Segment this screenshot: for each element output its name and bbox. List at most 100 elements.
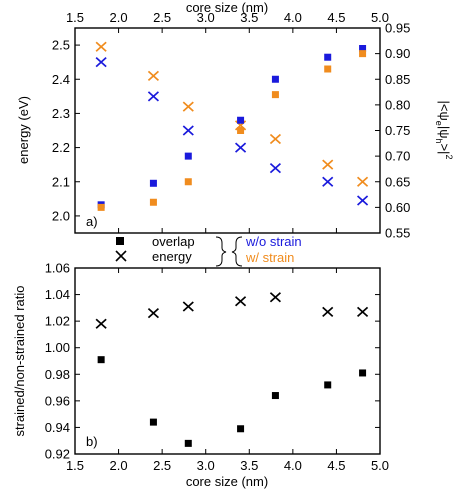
a-series-0-point-4 — [269, 162, 281, 174]
a-ytick-left-label-3: 2.3 — [52, 106, 70, 121]
a-series-2-point-5 — [324, 53, 332, 61]
ylabel-right-open: |<ψ — [437, 101, 452, 121]
a-ytick-left-label-1: 2.1 — [52, 174, 70, 189]
b-series-0-point-6 — [357, 306, 369, 317]
panel-b-letter: b) — [86, 434, 98, 449]
a-series-2-point-1 — [149, 179, 157, 187]
a-ytick-right-label-1: 0.60 — [385, 200, 410, 215]
b-series-1-point-6 — [359, 369, 367, 377]
ylabel-right-sub1: e — [434, 121, 444, 126]
b-series-0-point-3 — [235, 296, 247, 307]
a-ytick-right-label-4: 0.75 — [385, 123, 410, 138]
b-series-1-point-3 — [237, 425, 245, 433]
panel-a-marks — [95, 41, 369, 211]
b-ytick-label-3: 0.98 — [45, 367, 70, 382]
ylabel-right-close: >| — [437, 143, 452, 154]
b-ytick-label-2: 0.96 — [45, 393, 70, 408]
ylabel-right-mid: |ψ — [437, 126, 452, 139]
a-xtick-label-6: 4.5 — [327, 10, 345, 25]
a-series-1-point-2 — [182, 101, 194, 112]
b-xtick-label-3: 3.0 — [197, 458, 215, 473]
b-series-1-point-2 — [184, 439, 192, 447]
a-series-2-point-4 — [271, 75, 279, 83]
a-series-0-point-6 — [357, 195, 369, 206]
b-xtick-label-1: 2.0 — [110, 458, 128, 473]
legend-energy-marker — [115, 250, 127, 262]
b-series-1-point-5 — [324, 381, 332, 389]
panel-b-xlabel: core size (nm) — [186, 474, 268, 489]
legend-overlap-marker — [116, 237, 124, 245]
b-xtick-label-2: 2.5 — [153, 458, 171, 473]
a-series-2-point-6 — [359, 45, 367, 52]
panel-b: core size (nm) strained/non-strained rat… — [12, 261, 389, 490]
b-series-1-point-1 — [149, 418, 157, 426]
a-series-3-point-5 — [324, 65, 332, 73]
b-xtick-label-0: 1.5 — [66, 458, 84, 473]
a-series-1-point-1 — [147, 70, 159, 81]
panel-a-ylabel-left: energy (eV) — [16, 96, 31, 164]
b-series-0-point-1 — [147, 308, 159, 319]
a-ytick-left-label-4: 2.4 — [52, 72, 70, 87]
b-ytick-label-6: 1.04 — [45, 287, 70, 302]
a-series-3-point-1 — [149, 198, 157, 206]
ylabel-right-sup: 2 — [444, 154, 454, 159]
panel-a-ylabel-right: |<ψe|ψh>|2 — [434, 101, 454, 160]
a-series-2-point-2 — [184, 152, 192, 160]
a-series-3-point-4 — [271, 91, 279, 99]
a-xtick-label-7: 5.0 — [371, 10, 389, 25]
a-ytick-right-label-6: 0.85 — [385, 72, 410, 87]
b-series-0-point-0 — [95, 318, 107, 329]
a-xtick-label-3: 3.0 — [197, 10, 215, 25]
a-series-2-point-3 — [237, 116, 245, 124]
a-ytick-right-label-5: 0.80 — [385, 97, 410, 112]
panel-b-ylabel: strained/non-strained ratio — [12, 285, 27, 436]
a-series-1-point-6 — [357, 176, 369, 187]
b-ytick-label-4: 1.00 — [45, 340, 70, 355]
b-ytick-label-1: 0.94 — [45, 420, 70, 435]
a-xtick-label-4: 3.5 — [240, 10, 258, 25]
a-series-0-point-2 — [182, 125, 194, 136]
a-xtick-label-5: 4.0 — [284, 10, 302, 25]
b-xtick-label-4: 3.5 — [240, 458, 258, 473]
legend-wo-strain-label: w/o strain — [245, 234, 302, 249]
panel-b-ticks: 1.5 2.0 2.5 3.0 3.5 4.0 4.5 5.0 0.92 0.94 0.96 0.98… — [45, 261, 389, 474]
a-ytick-right-label-8: 0.95 — [385, 21, 410, 36]
ylabel-right-sub2: h — [434, 138, 444, 143]
panel-a-top-xlabel: core size (nm) — [186, 0, 268, 15]
legend-energy-label: energy — [152, 249, 192, 264]
a-series-3-point-2 — [184, 178, 192, 186]
panel-a-letter: a) — [86, 214, 98, 229]
panel-b-marks — [95, 292, 369, 447]
a-ytick-right-label-7: 0.90 — [385, 46, 410, 61]
legend-w-strain-label: w/ strain — [245, 250, 294, 265]
a-series-1-point-4 — [269, 133, 281, 145]
legend-brace-right — [231, 236, 243, 267]
a-series-3-point-0 — [97, 203, 105, 211]
legend-overlap-label: overlap — [152, 234, 195, 249]
a-series-0-point-5 — [322, 176, 334, 187]
a-series-3-point-6 — [359, 50, 367, 58]
a-ytick-right-label-2: 0.65 — [385, 174, 410, 189]
a-xtick-label-0: 1.5 — [66, 10, 84, 25]
b-ytick-label-0: 0.92 — [45, 447, 70, 462]
a-ytick-right-label-3: 0.70 — [385, 149, 410, 164]
b-series-0-point-5 — [322, 306, 334, 317]
b-xtick-label-6: 4.5 — [327, 458, 345, 473]
b-ytick-label-5: 1.02 — [45, 314, 70, 329]
panel-a-frame — [74, 27, 381, 234]
a-series-1-point-0 — [95, 41, 107, 52]
a-ytick-right-label-0: 0.55 — [385, 226, 410, 241]
b-series-1-point-4 — [271, 392, 279, 400]
a-ytick-left-label-5: 2.5 — [52, 38, 70, 53]
b-series-0-point-4 — [269, 292, 281, 303]
a-ytick-left-label-2: 2.2 — [52, 140, 70, 155]
a-ytick-left-label-0: 2.0 — [52, 208, 70, 223]
panel-a: core size (nm) energy (eV) |<ψe|ψh>|2 a)… — [16, 0, 454, 241]
a-series-0-point-3 — [235, 142, 247, 153]
a-series-0-point-0 — [95, 57, 107, 68]
b-series-0-point-2 — [182, 301, 194, 312]
legend: overlap energy w/o strain w/ strain — [115, 234, 302, 267]
panel-a-ticks: 1.5 2.0 2.5 3.0 3.5 4.0 4.5 5.0 2.0 2.1 2.2 2.3 2.4 2… — [52, 10, 410, 241]
a-series-1-point-5 — [322, 159, 334, 170]
